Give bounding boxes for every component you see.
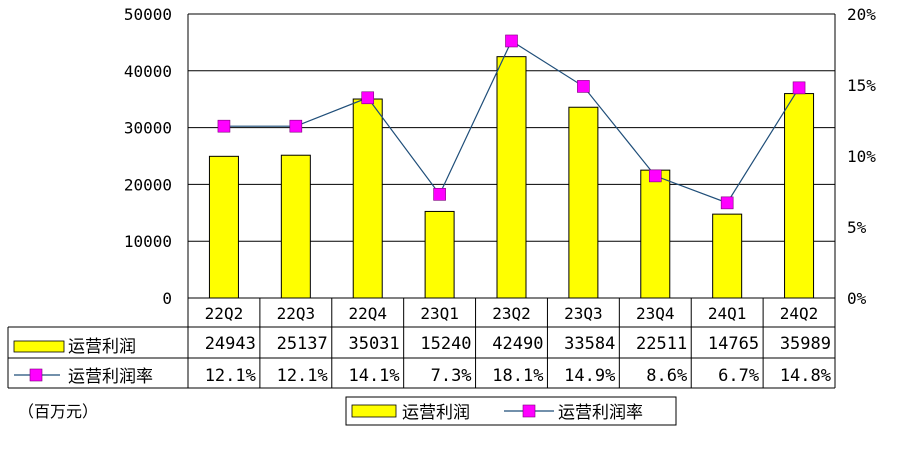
table-cell-value: 7.3% <box>431 366 472 386</box>
bar <box>640 169 671 299</box>
margin-marker <box>289 119 303 133</box>
y-right-tick-label: 15% <box>847 76 876 95</box>
table-row-label: 运营利润率 <box>68 367 153 387</box>
table-cell-value: 35031 <box>348 334 399 354</box>
legend-line-marker <box>522 404 536 418</box>
margin-marker <box>505 34 518 48</box>
bar <box>712 213 743 299</box>
margin-marker <box>433 188 446 201</box>
bar <box>208 155 239 299</box>
x-tick-label: 22Q2 <box>205 304 244 323</box>
y-left-tick-label: 10000 <box>124 232 172 251</box>
x-tick-label: 24Q2 <box>780 304 819 323</box>
table-cell-value: 42490 <box>492 334 543 354</box>
y-right-tick-label: 5% <box>847 218 867 237</box>
table-cell-value: 12.1% <box>205 366 256 386</box>
legend-label: 运营利润 <box>402 403 470 423</box>
margin-marker <box>648 169 662 183</box>
table-cell-value: 18.1% <box>492 366 543 386</box>
bar <box>496 56 527 299</box>
y-left-tick-label: 40000 <box>124 62 172 81</box>
bar <box>352 98 383 299</box>
margin-marker <box>792 81 806 95</box>
x-tick-label: 24Q1 <box>708 304 747 323</box>
x-tick-label: 23Q2 <box>492 304 531 323</box>
x-tick-label: 23Q3 <box>564 304 603 323</box>
legend-label: 运营利润率 <box>558 403 643 423</box>
table-cell-value: 35989 <box>780 334 831 354</box>
bar <box>280 154 311 299</box>
margin-marker <box>217 119 231 133</box>
table-cell-value: 24943 <box>205 334 256 354</box>
table-cell-value: 15240 <box>420 334 471 354</box>
bar <box>784 93 815 299</box>
bar <box>568 106 599 299</box>
legend-bar-key <box>351 404 397 418</box>
table-cell-value: 8.6% <box>646 366 687 386</box>
x-tick-label: 23Q4 <box>636 304 675 323</box>
y-left-tick-label: 0 <box>162 289 172 308</box>
y-right-tick-label: 10% <box>847 147 876 166</box>
table-cell-value: 12.1% <box>277 366 328 386</box>
y-left-tick-label: 30000 <box>124 119 172 138</box>
unit-label: （百万元） <box>18 402 99 421</box>
y-right-tick-label: 0% <box>847 289 867 308</box>
margin-marker <box>720 196 734 210</box>
table-cell-value: 25137 <box>277 334 328 354</box>
table-cell-value: 14.9% <box>564 366 615 386</box>
table-cell-value: 33584 <box>564 334 615 354</box>
y-left-tick-label: 20000 <box>124 175 172 194</box>
table-bar-legend-key <box>13 340 65 353</box>
table-cell-value: 14765 <box>708 334 759 354</box>
x-tick-label: 22Q3 <box>277 304 316 323</box>
bar <box>424 210 455 299</box>
table-line-legend-marker <box>29 368 43 382</box>
x-tick-label: 23Q1 <box>420 304 459 323</box>
y-right-tick-label: 20% <box>847 5 876 24</box>
margin-marker <box>577 80 590 93</box>
x-tick-label: 22Q4 <box>348 304 387 323</box>
table-cell-value: 22511 <box>636 334 687 354</box>
table-cell-value: 14.8% <box>780 366 831 386</box>
y-left-tick-label: 50000 <box>124 5 172 24</box>
table-row-label: 运营利润 <box>68 337 136 357</box>
table-cell-value: 14.1% <box>348 366 399 386</box>
margin-marker <box>361 91 375 105</box>
table-cell-value: 6.7% <box>718 366 759 386</box>
